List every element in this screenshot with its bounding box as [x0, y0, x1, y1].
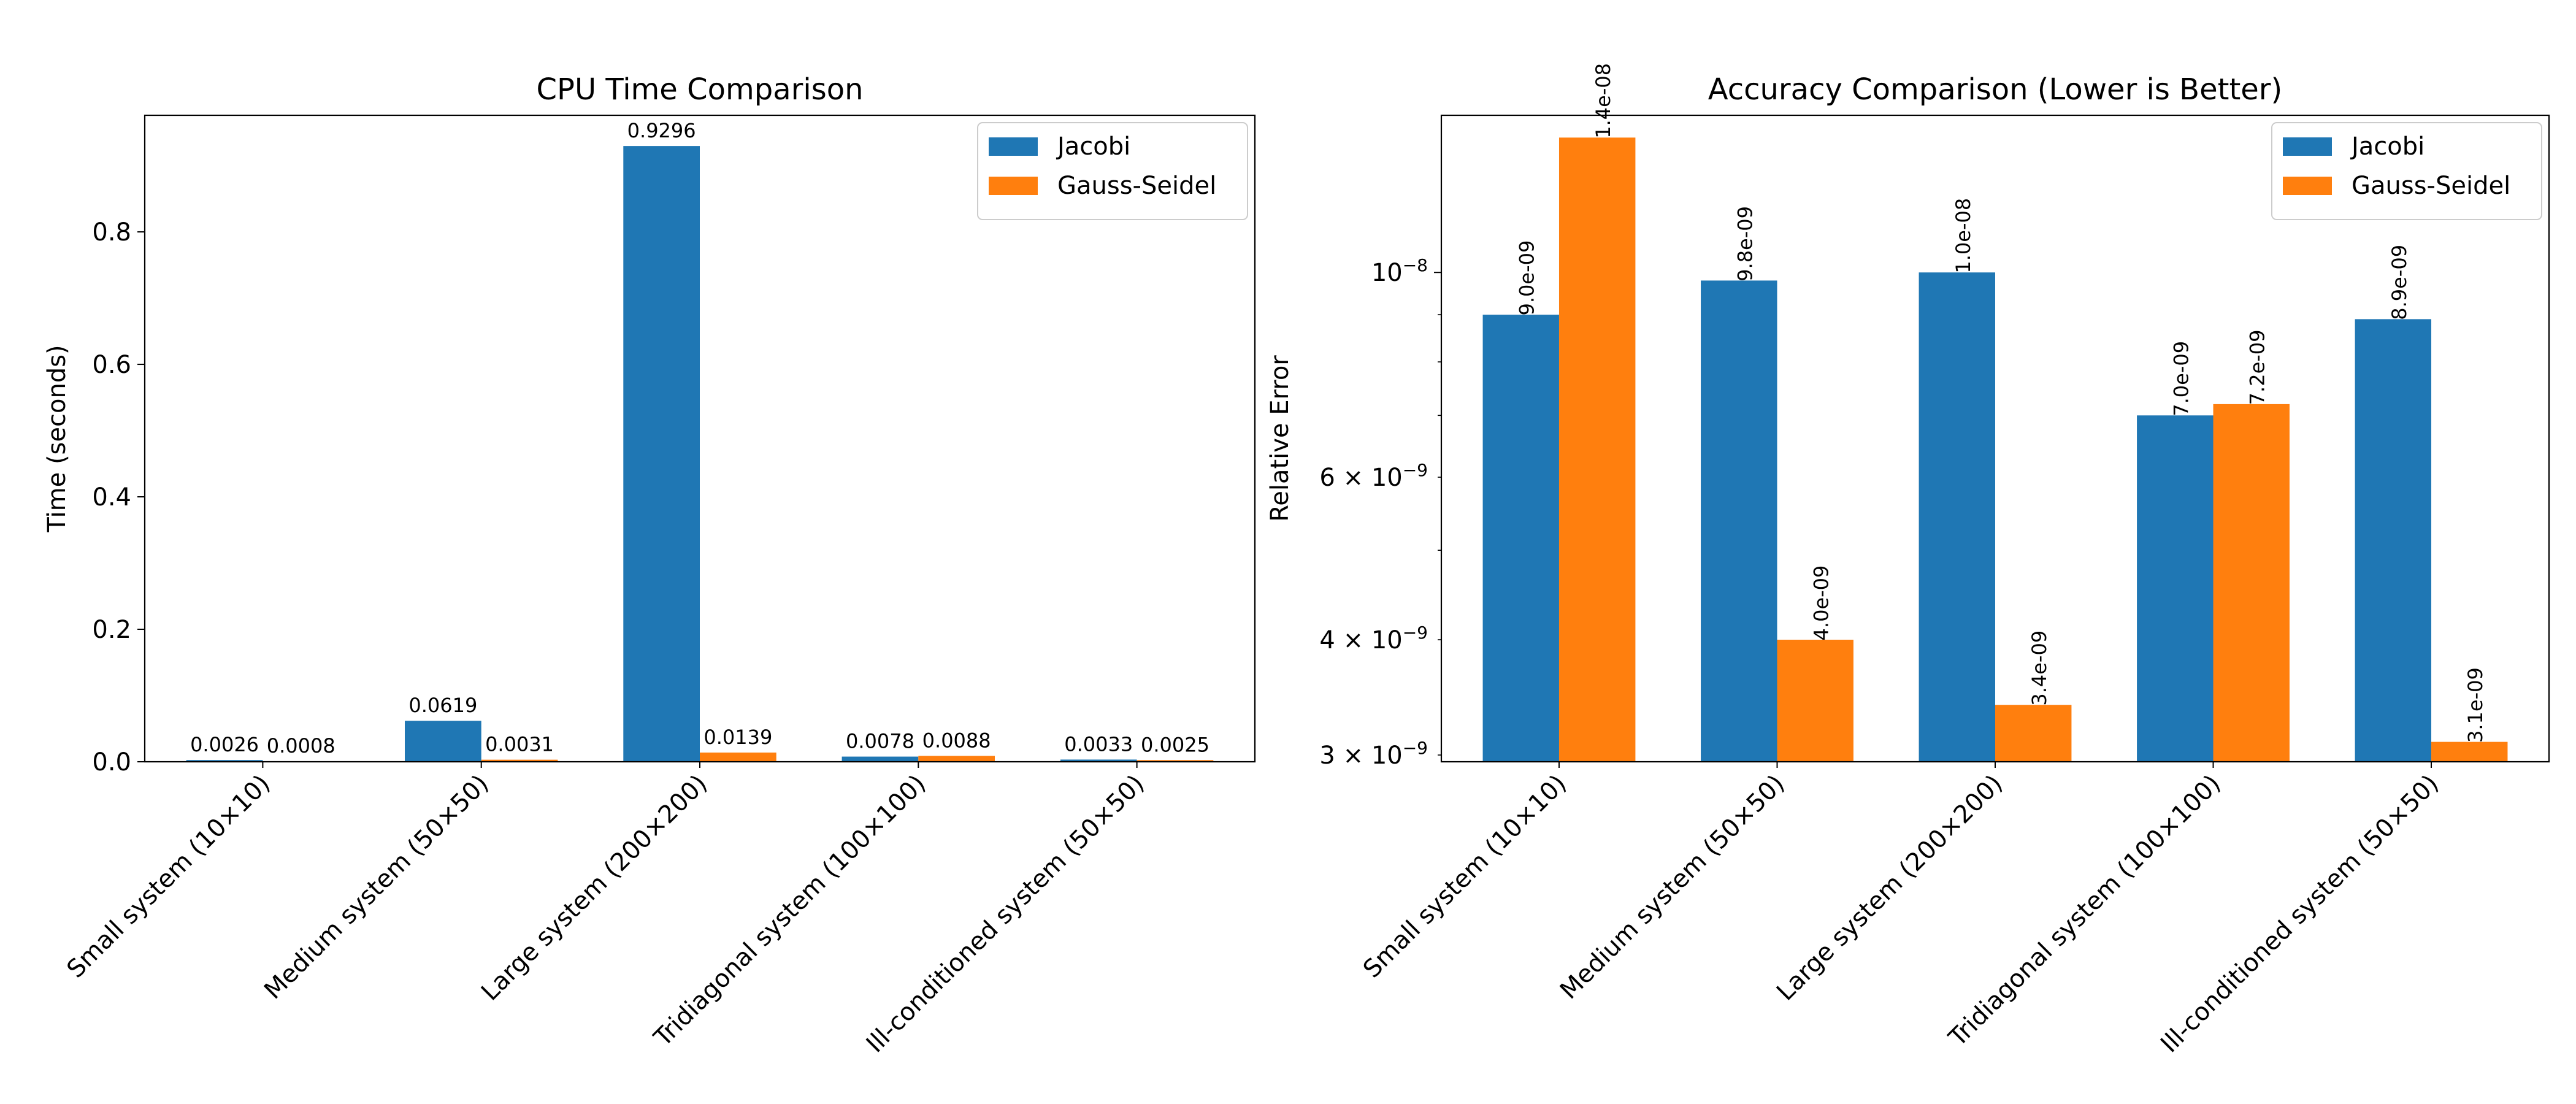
- bar-jacobi-4: [1060, 759, 1137, 762]
- bar-jacobi-2: [623, 146, 700, 762]
- data-label: 8.9e-09: [2388, 245, 2411, 320]
- data-label: 9.8e-09: [1733, 206, 1757, 282]
- x-tick-label: Large system (200×200): [476, 770, 713, 1006]
- x-tick-label: Small system (10×10): [1358, 770, 1572, 984]
- x-tick-label: Medium system (50×50): [259, 770, 494, 1005]
- data-label: 0.0033: [1064, 732, 1133, 756]
- bar-jacobi-1: [1701, 280, 1777, 762]
- x-tick-label: Large system (200×200): [1771, 770, 2008, 1006]
- bar-gauss-seidel-3: [2213, 404, 2290, 762]
- y-tick-base: 10: [1371, 259, 1403, 287]
- y-tick-label: 3 × 10−9: [1319, 738, 1428, 770]
- data-label: 3.1e-09: [2464, 667, 2487, 743]
- bar-jacobi-4: [2355, 319, 2432, 762]
- y-tick-label: 10−8: [1371, 255, 1428, 287]
- chart-title: Accuracy Comparison (Lower is Better): [1708, 72, 2283, 107]
- y-tick-exponent: −9: [1403, 623, 1428, 643]
- bar-gauss-seidel-1: [1777, 640, 1853, 762]
- data-label: 7.2e-09: [2246, 329, 2269, 405]
- y-tick-times: × 10: [1335, 742, 1403, 770]
- data-label: 0.0025: [1141, 733, 1209, 756]
- bar-jacobi-0: [186, 760, 263, 762]
- y-tick-label: 0.6: [92, 351, 131, 379]
- y-tick-mantissa: 3: [1319, 742, 1335, 770]
- y-tick-label: 4 × 10−9: [1319, 623, 1428, 654]
- bar-jacobi-3: [2137, 415, 2214, 762]
- legend-label: Gauss-Seidel: [1057, 172, 1216, 200]
- bar-gauss-seidel-2: [700, 752, 776, 762]
- bar-jacobi-1: [404, 721, 481, 762]
- y-tick-times: × 10: [1335, 626, 1403, 654]
- bar-jacobi-0: [1482, 315, 1559, 762]
- data-label: 0.0088: [922, 729, 991, 752]
- bar-jacobi-3: [841, 756, 919, 762]
- y-tick-exponent: −9: [1403, 738, 1428, 758]
- y-axis-label: Relative Error: [1266, 355, 1294, 522]
- y-tick-label: 0.8: [92, 218, 131, 247]
- data-label: 0.0078: [846, 730, 914, 753]
- data-label: 7.0e-09: [2169, 341, 2193, 416]
- bar-jacobi-2: [1919, 272, 1995, 762]
- y-tick-times: × 10: [1335, 464, 1403, 492]
- legend-label: Gauss-Seidel: [2352, 172, 2510, 200]
- y-tick-label: 0.4: [92, 483, 131, 512]
- bar-gauss-seidel-4: [1137, 760, 1214, 762]
- y-tick-label: 0.0: [92, 748, 131, 776]
- bar-gauss-seidel-1: [481, 759, 558, 762]
- y-tick-exponent: −8: [1403, 255, 1428, 275]
- data-label: 1.4e-08: [1592, 63, 1615, 139]
- y-tick-exponent: −9: [1403, 460, 1428, 480]
- legend-swatch: [2283, 177, 2332, 195]
- data-label: 9.0e-09: [1516, 240, 1539, 316]
- data-label: 3.4e-09: [2028, 631, 2051, 706]
- y-tick-label: 6 × 10−9: [1319, 460, 1428, 492]
- data-label: 0.9296: [627, 119, 696, 142]
- accuracy-chart: 9.0e-09 9.8e-09 1.0e-08 7.0e-09 8.9e-09 1.4e-…: [1266, 63, 2550, 1058]
- legend-label: Jacobi: [1056, 132, 1130, 161]
- y-tick-mantissa: 4: [1319, 626, 1335, 654]
- bar-gauss-seidel-3: [918, 756, 995, 762]
- legend-swatch: [989, 177, 1038, 195]
- chart-title: CPU Time Comparison: [537, 72, 864, 107]
- bar-gauss-seidel-2: [1995, 705, 2072, 762]
- x-tick-label: Small system (10×10): [61, 770, 275, 984]
- data-label: 0.0139: [703, 726, 772, 749]
- y-tick-mantissa: 6: [1319, 464, 1335, 492]
- y-axis-label: Time (seconds): [43, 345, 71, 532]
- data-label: 1.0e-08: [1952, 198, 1975, 274]
- data-label: 4.0e-09: [1810, 565, 1833, 641]
- x-tick-label: Medium system (50×50): [1555, 770, 1790, 1005]
- bar-gauss-seidel-4: [2431, 742, 2508, 762]
- data-label: 0.0026: [190, 733, 259, 756]
- legend-swatch: [989, 137, 1038, 156]
- legend-frame: [977, 122, 1248, 220]
- bar-gauss-seidel-0: [1558, 137, 1636, 762]
- y-tick-label: 0.2: [92, 616, 131, 644]
- legend-frame: [2271, 122, 2542, 220]
- data-label: 0.0008: [267, 734, 335, 757]
- legend-label: Jacobi: [2350, 132, 2425, 161]
- data-label: 0.0031: [485, 733, 554, 756]
- legend-swatch: [2283, 137, 2332, 156]
- data-label: 0.0619: [408, 694, 477, 717]
